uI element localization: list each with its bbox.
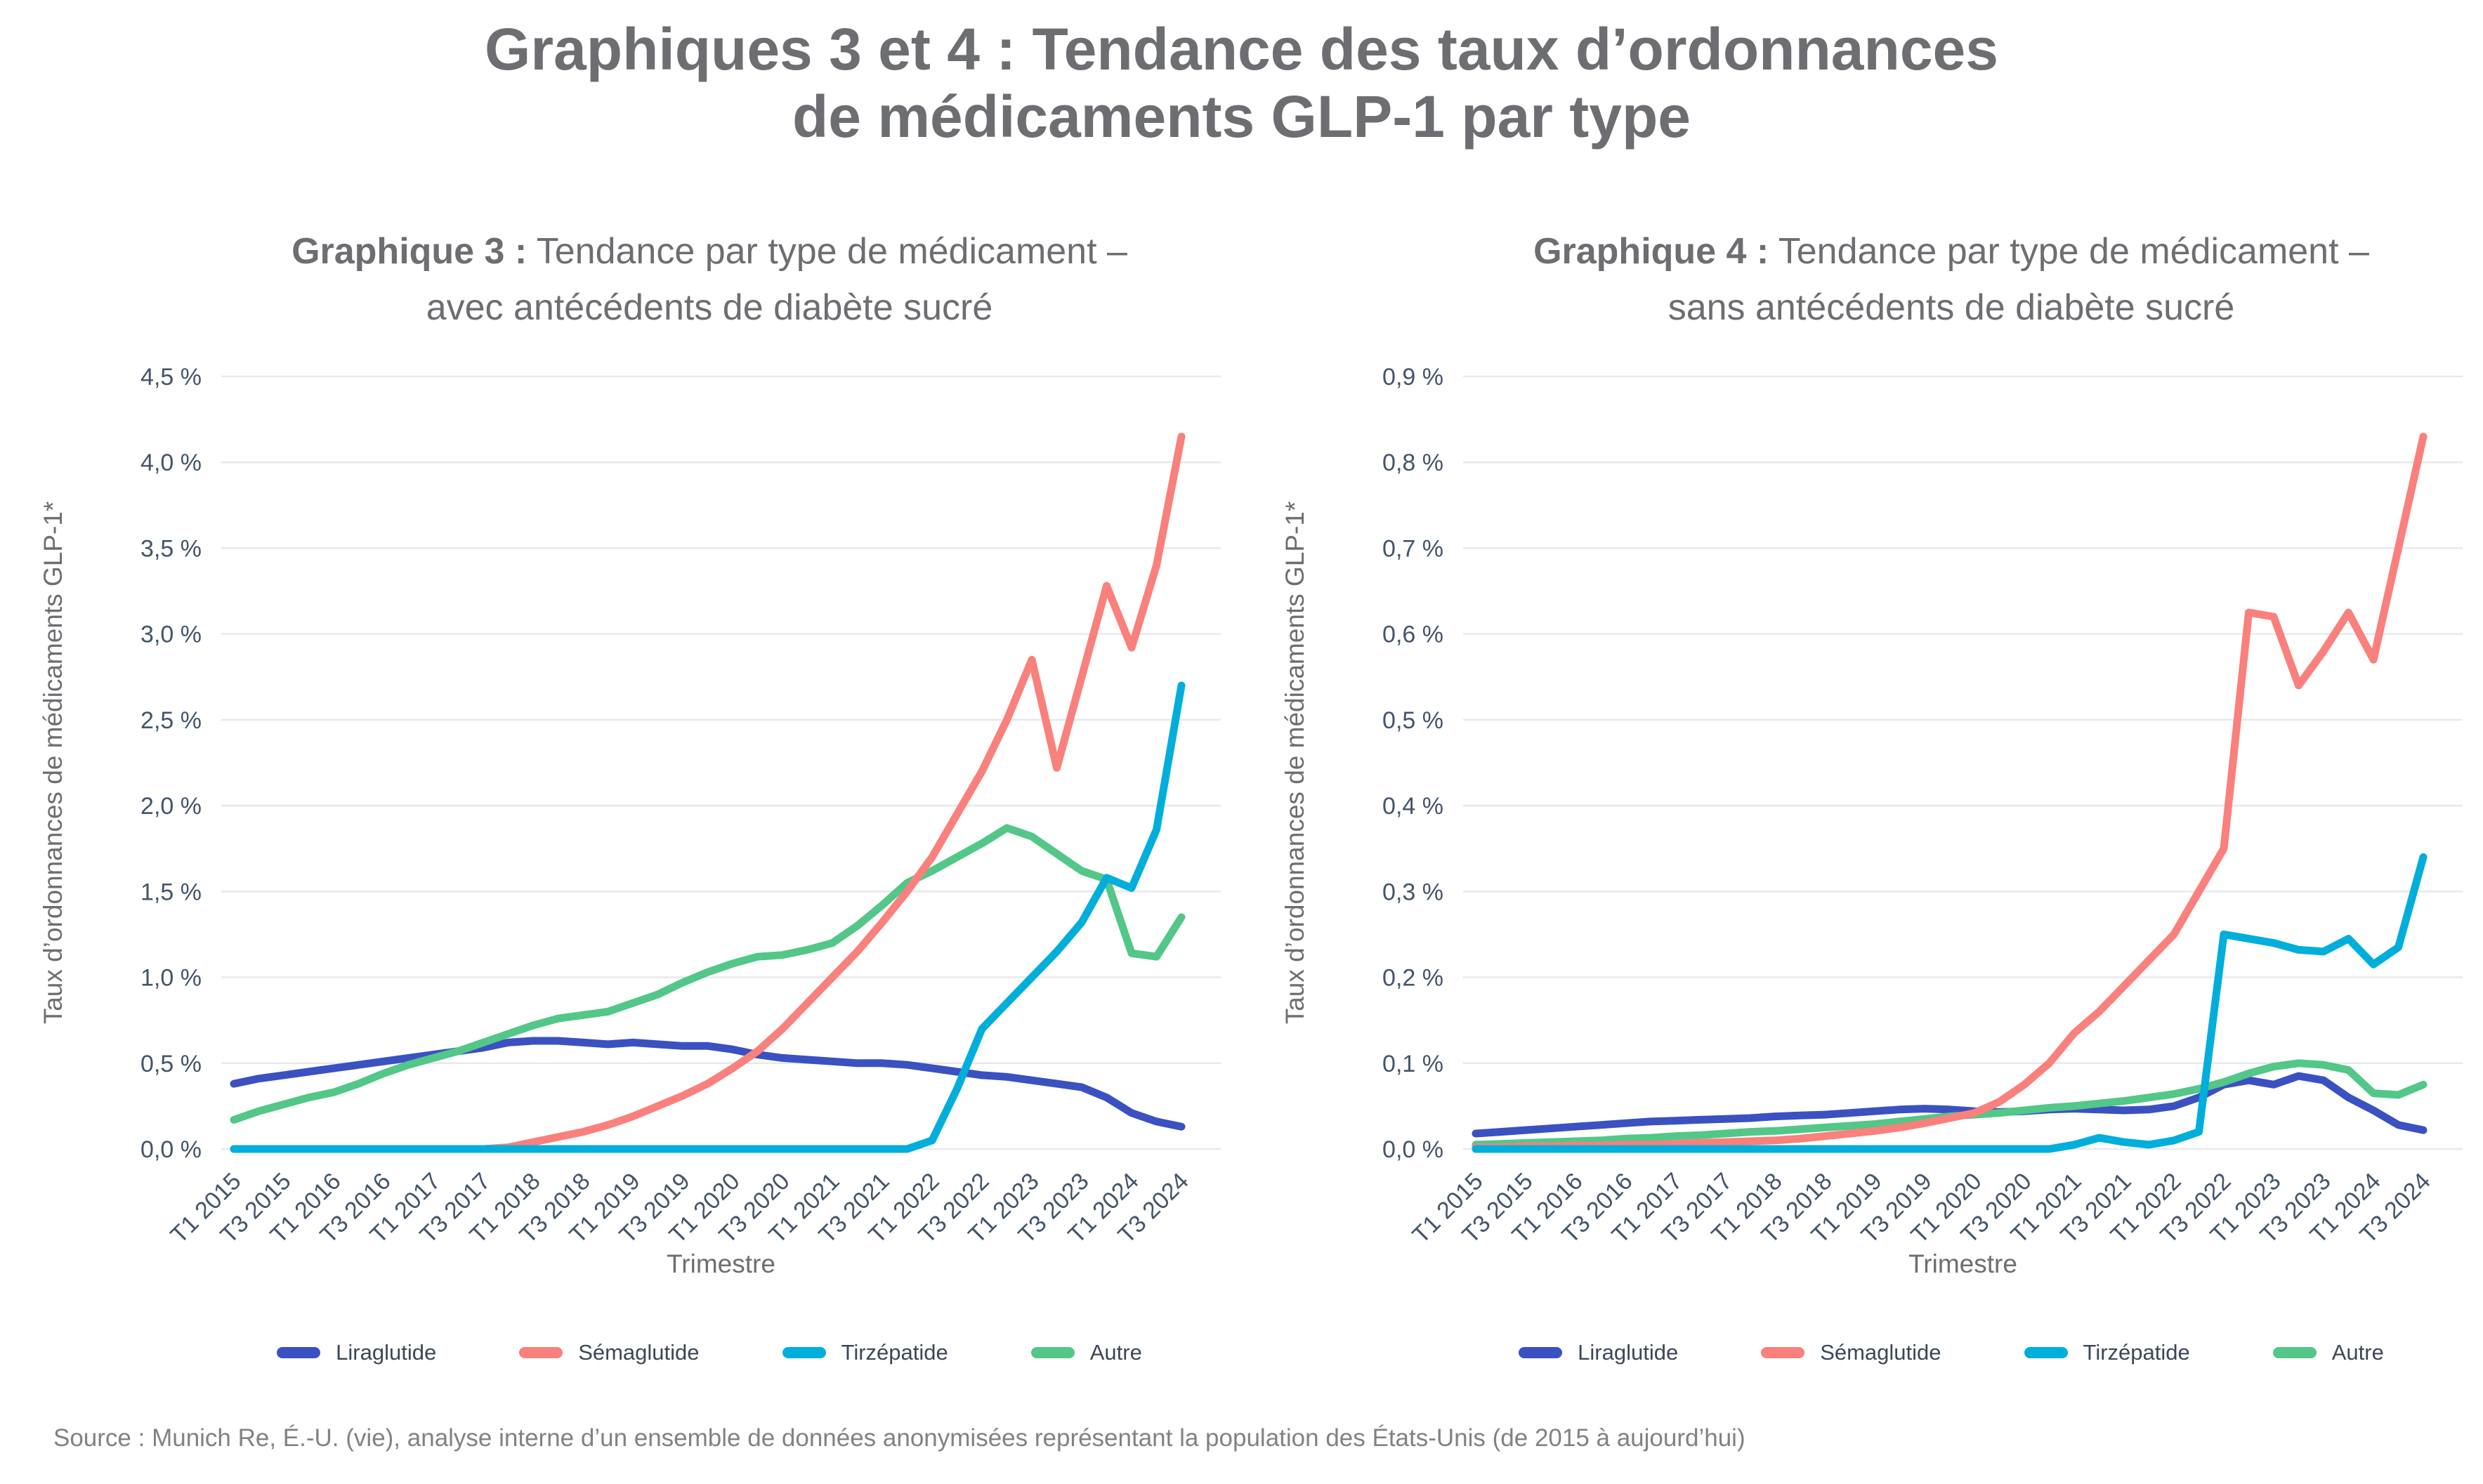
chart3-subtitle: Graphique 3 : Tendance par type de médic…	[197, 223, 1222, 336]
legend-label: Sémaglutide	[1820, 1340, 1941, 1365]
y-tick-label: 4,5 %	[140, 364, 202, 390]
legend-item-autre: Autre	[1030, 1340, 1142, 1365]
y-tick-label: 0,8 %	[1382, 449, 1443, 476]
chart4-subtitle-rest: Tendance par type de médicament –	[1769, 231, 2369, 272]
y-tick-label: 1,5 %	[140, 879, 202, 905]
legend-label: Tirzépatide	[841, 1340, 948, 1365]
y-tick-label: 0,0 %	[140, 1136, 202, 1163]
legend-item-tirzepatide: Tirzépatide	[2024, 1340, 2190, 1365]
page-title-line1: Graphiques 3 et 4 : Tendance des taux d’…	[485, 16, 1998, 82]
autre-swatch-icon	[1030, 1347, 1075, 1358]
series-tirzepatide-line	[230, 681, 1186, 1153]
y-tick-label: 3,0 %	[140, 622, 202, 648]
page-title: Graphiques 3 et 4 : Tendance des taux d’…	[0, 15, 2483, 150]
autre-swatch-icon	[2272, 1347, 2317, 1358]
chart4-panel: Graphique 4 : Tendance par type de médic…	[1242, 0, 2483, 1405]
source-note: Source : Munich Re, É.-U. (vie), analyse…	[53, 1424, 1745, 1452]
tirzepatide-swatch-icon	[782, 1347, 826, 1358]
legend-label: Autre	[2331, 1340, 2384, 1365]
chart3-legend: Liraglutide Sémaglutide Tirzépatide Autr…	[197, 1340, 1222, 1365]
chart4-subtitle-line1: Graphique 4 : Tendance par type de médic…	[1439, 223, 2464, 280]
legend-item-tirzepatide: Tirzépatide	[782, 1340, 948, 1365]
legend-item-semaglutide: Sémaglutide	[1761, 1340, 1941, 1365]
legend-item-semaglutide: Sémaglutide	[519, 1340, 700, 1365]
y-tick-label: 2,0 %	[140, 793, 202, 820]
series-semaglutide-line	[1472, 433, 2428, 1152]
series-liraglutide-line	[1472, 1072, 2428, 1138]
legend-label: Autre	[1089, 1340, 1142, 1365]
y-tick-label: 1,0 %	[140, 965, 202, 992]
y-tick-label: 0,9 %	[1382, 364, 1443, 390]
y-tick-label: 3,5 %	[140, 535, 202, 562]
legend-item-liraglutide: Liraglutide	[277, 1340, 436, 1365]
tirzepatide-swatch-icon	[2024, 1347, 2068, 1358]
series-tirzepatide-line	[1472, 853, 2428, 1153]
series-autre-line	[1472, 1059, 2428, 1149]
x-axis-title: Trimestre	[1908, 1249, 2017, 1278]
legend-item-liraglutide: Liraglutide	[1519, 1340, 1678, 1365]
chart4-canvas: 0,0 % 0,1 % 0,2 % 0,3 % 0,4 % 0,5 % 0,6 % 0,7 %…	[1280, 364, 2463, 1278]
y-tick-label: 0,7 %	[1382, 535, 1443, 562]
legend-label: Tirzépatide	[2083, 1340, 2190, 1365]
y-tick-label: 4,0 %	[140, 449, 202, 476]
liraglutide-swatch-icon	[1519, 1347, 1563, 1358]
semaglutide-swatch-icon	[1761, 1347, 1805, 1358]
y-axis-title: Taux d’ordonnances de médicaments GLP-1*	[39, 501, 67, 1025]
chart4-subtitle: Graphique 4 : Tendance par type de médic…	[1439, 223, 2464, 336]
semaglutide-swatch-icon	[519, 1347, 563, 1358]
chart3-canvas: 0,0 % 0,5 % 1,0 % 1,5 % 2,0 % 2,5 % 3,0 % 3,5 %…	[39, 364, 1221, 1278]
chart4-subtitle-line2: sans antécédents de diabète sucré	[1668, 287, 2235, 328]
y-tick-label: 0,2 %	[1382, 965, 1443, 992]
series-liraglutide-line	[230, 1037, 1186, 1131]
y-tick-label: 2,5 %	[140, 707, 202, 734]
y-tick-label: 0,4 %	[1382, 793, 1443, 820]
y-axis-title: Taux d’ordonnances de médicaments GLP-1*	[1280, 501, 1309, 1025]
y-tick-label: 0,0 %	[1382, 1136, 1443, 1163]
chart3-subtitle-rest: Tendance par type de médicament –	[527, 231, 1127, 272]
legend-label: Liraglutide	[1578, 1340, 1679, 1365]
legend-label: Sémaglutide	[578, 1340, 700, 1365]
series-autre-line	[230, 824, 1186, 1124]
legend-label: Liraglutide	[336, 1340, 437, 1365]
legend-item-autre: Autre	[2272, 1340, 2384, 1365]
chart4-legend: Liraglutide Sémaglutide Tirzépatide Autr…	[1439, 1340, 2464, 1365]
y-tick-label: 0,5 %	[140, 1051, 202, 1077]
y-tick-label: 0,5 %	[1382, 707, 1443, 734]
y-tick-label: 0,1 %	[1382, 1051, 1443, 1077]
chart3-subtitle-line1: Graphique 3 : Tendance par type de médic…	[197, 223, 1222, 280]
chart3-subtitle-prefix: Graphique 3 :	[291, 231, 528, 272]
liraglutide-swatch-icon	[277, 1347, 321, 1358]
chart3-panel: Graphique 3 : Tendance par type de médic…	[0, 0, 1241, 1405]
chart3-subtitle-line2: avec antécédents de diabète sucré	[426, 287, 993, 328]
x-axis-title: Trimestre	[667, 1249, 775, 1278]
y-tick-label: 0,3 %	[1382, 879, 1443, 905]
chart4-subtitle-prefix: Graphique 4 :	[1533, 231, 1769, 272]
y-tick-label: 0,6 %	[1382, 622, 1443, 648]
page-title-line2: de médicaments GLP-1 par type	[792, 84, 1691, 150]
